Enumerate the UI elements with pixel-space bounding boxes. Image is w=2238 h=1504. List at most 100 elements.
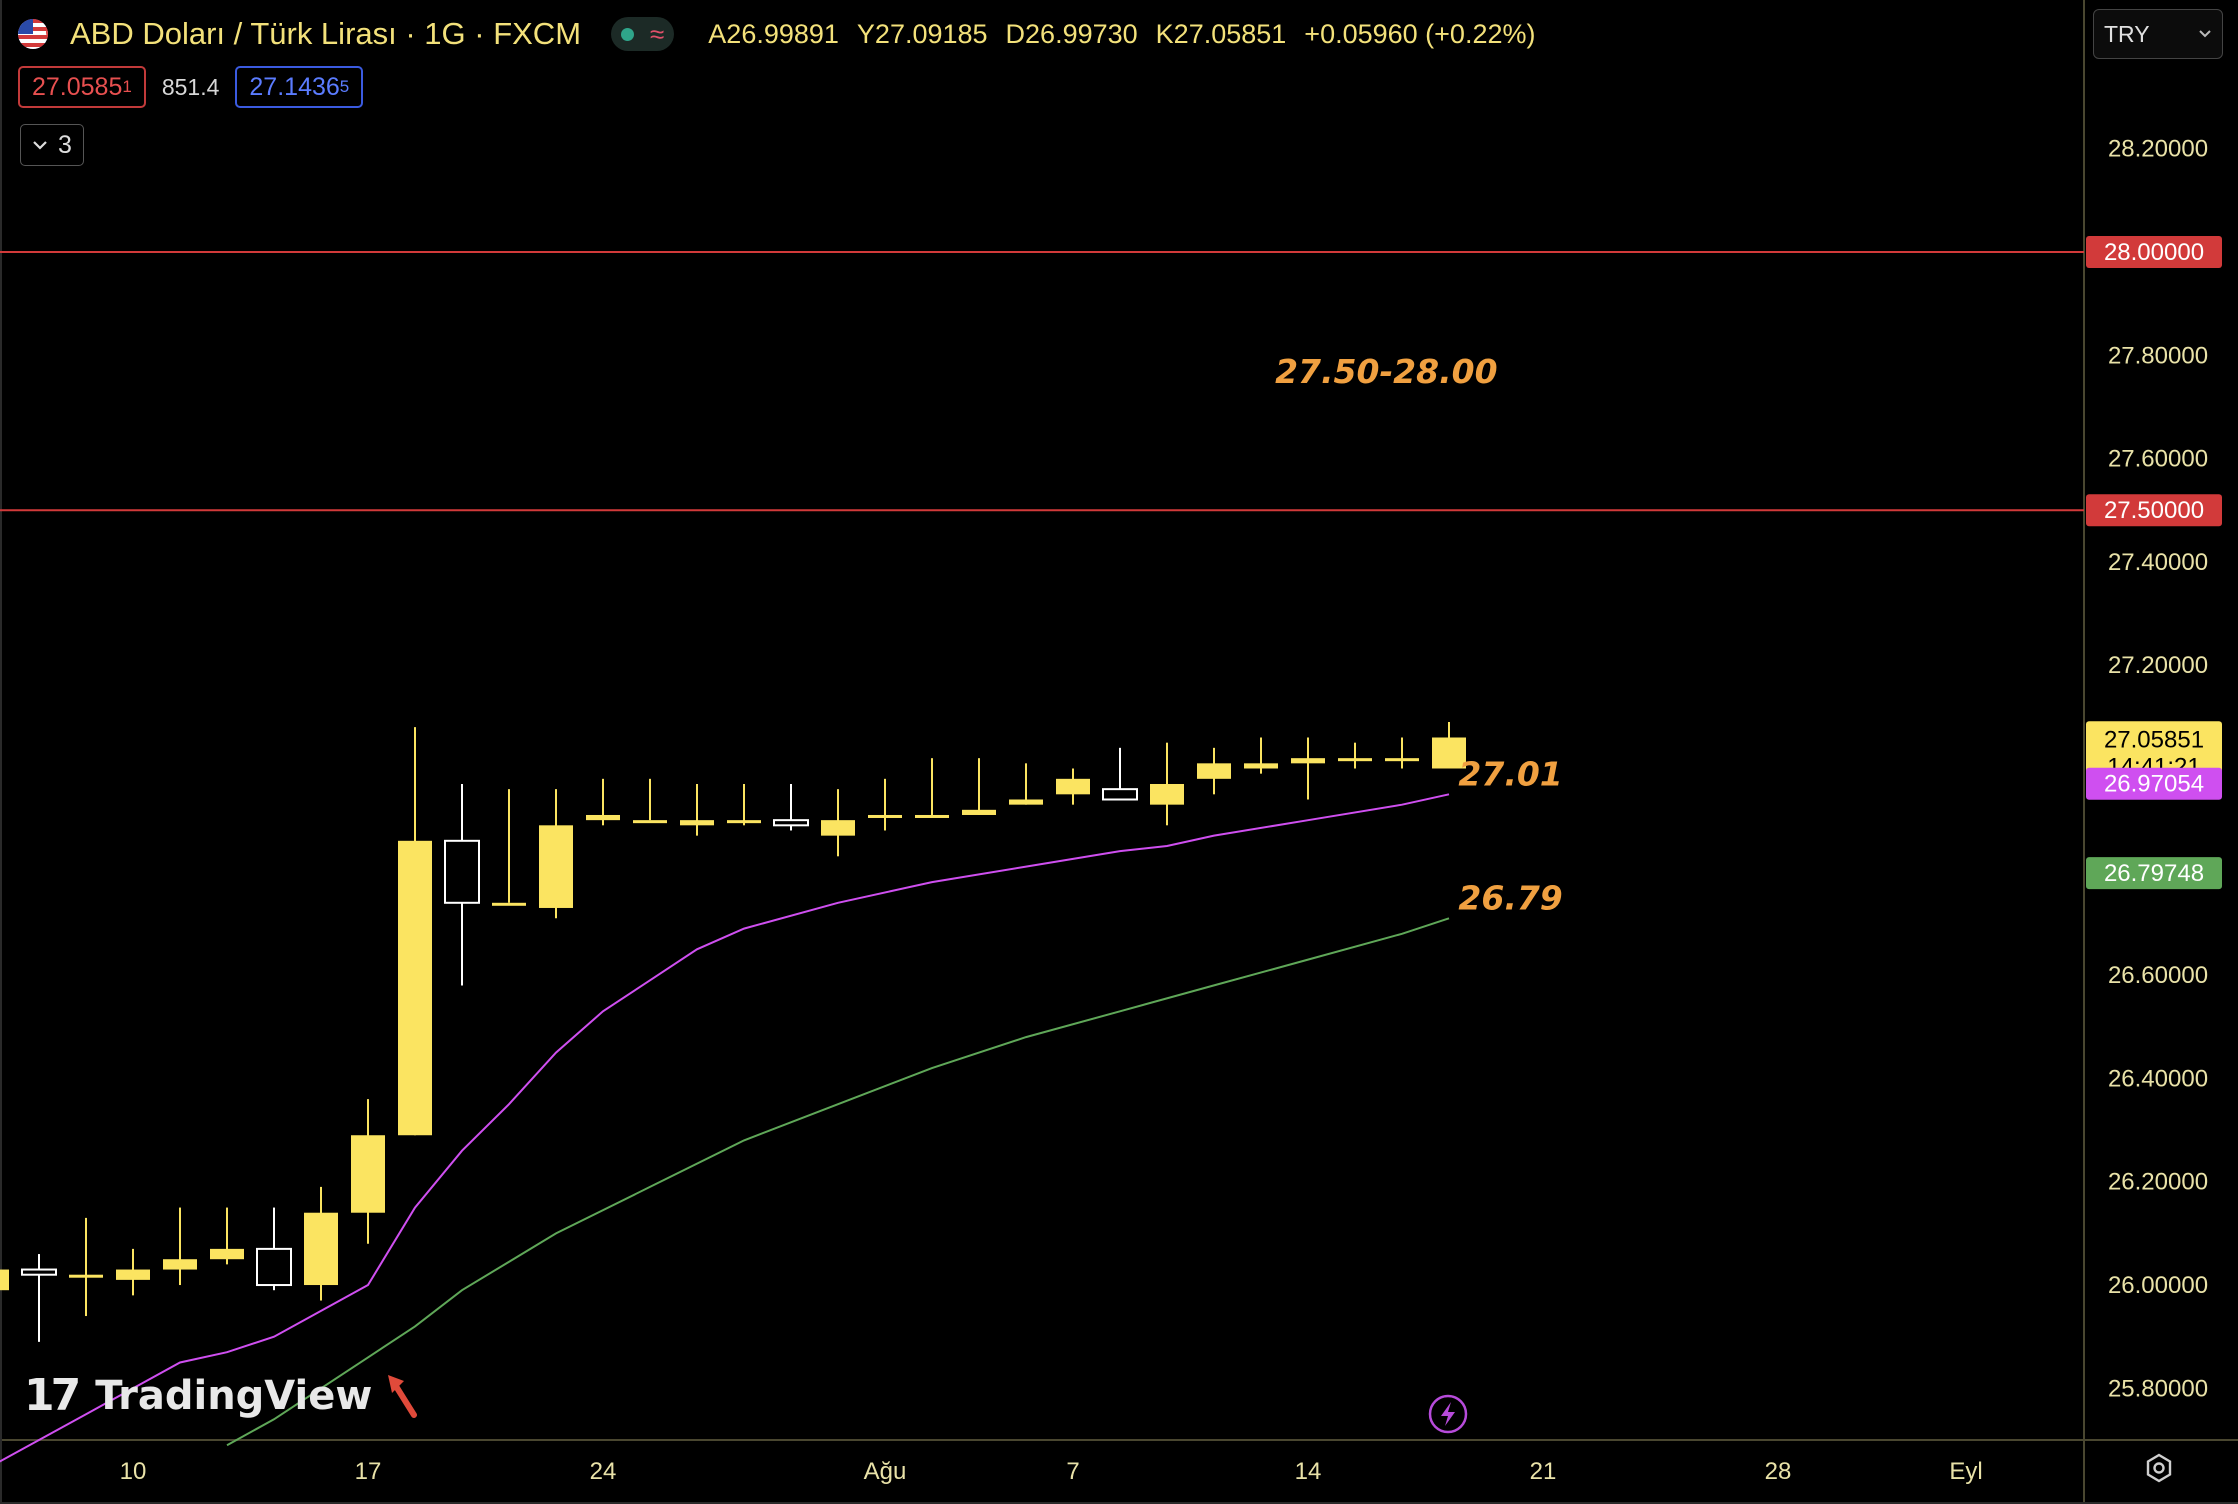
price-tick-label: 25.80000 [2108,1375,2208,1402]
buy-price: 27.1436 [249,72,340,101]
time-tick-label: Eyl [1949,1458,1982,1485]
time-tick-label: 17 [355,1458,382,1485]
delayed-data-icon: ≈ [650,19,665,49]
ma-price-tag [2086,857,2222,890]
ma-price-tag-label: 26.97054 [2104,771,2204,798]
buy-price-button[interactable]: 27.1436 5 [235,66,364,108]
symbol-title[interactable]: ABD Doları / Türk Lirası · 1G · FXCM [70,16,582,51]
currency-value: TRY [2104,20,2150,47]
candle-body[interactable] [915,814,949,818]
candle-body[interactable] [1432,737,1466,769]
candle-body[interactable] [163,1259,197,1270]
currency-select[interactable]: TRY [2093,9,2223,59]
candle-body[interactable] [0,1269,9,1291]
tradingview-logo-text: TradingView [95,1372,373,1419]
tradingview-mark-icon: 17 [24,1370,81,1421]
moving-average-line-1[interactable] [226,917,1450,1447]
market-status[interactable]: ≈ [611,17,675,51]
time-tick-label: 14 [1295,1458,1322,1485]
candle-body[interactable] [1197,763,1231,779]
sell-price-button[interactable]: 27.0585 1 [18,66,146,108]
candle-body[interactable] [1056,778,1090,795]
price-tick-label: 27.40000 [2108,549,2208,576]
candle-body[interactable] [256,1247,292,1287]
time-tick-label: 21 [1530,1458,1557,1485]
candle-body[interactable] [1291,758,1325,764]
ma-price-tag-label: 26.79748 [2104,860,2204,887]
candle-body[interactable] [398,840,432,1136]
indicators-collapse-button[interactable]: 3 [20,124,84,166]
last-price-tag-label: 27.05851 [2104,726,2204,753]
candle-body[interactable] [821,820,855,836]
lightning-icon[interactable] [1428,1394,1468,1434]
price-tick-label: 26.40000 [2108,1065,2208,1092]
candle-body[interactable] [586,814,620,821]
settings-gear-icon[interactable] [2143,1452,2175,1484]
sell-price: 27.0585 [32,72,123,101]
moving-average-line-0[interactable] [0,793,1450,1466]
candle-body[interactable] [727,820,761,824]
hline-price-tag [2086,235,2222,268]
candle-body[interactable] [351,1135,385,1213]
candle-body[interactable] [444,839,480,904]
candle-body[interactable] [539,825,573,908]
symbol-header: ABD Doları / Türk Lirası · 1G · FXCM ≈ A… [18,12,1535,56]
candle-body[interactable] [773,819,809,827]
ohlc-low: D26.99730 [1005,18,1138,49]
candle-body[interactable] [304,1212,338,1286]
candle-body[interactable] [69,1274,103,1278]
sell-price-pip: 1 [122,77,132,96]
ohlc-high: Y27.09185 [856,18,988,49]
trade-buttons: 27.0585 1 851.4 27.1436 5 [18,66,364,108]
time-tick-label: Ağu [864,1458,907,1485]
candle-body[interactable] [210,1248,244,1260]
price-tick-label: 28.20000 [2108,136,2208,163]
time-tick-label: 7 [1066,1458,1079,1485]
ohlc-open: A26.99891 [708,18,839,49]
candle-body[interactable] [633,820,667,824]
candle-body[interactable] [1102,788,1138,801]
chevron-down-icon [33,141,47,150]
hline-price-tag [2086,494,2222,527]
price-tick-label: 27.20000 [2108,652,2208,679]
candle-body[interactable] [1150,783,1184,805]
indicator-count: 3 [58,130,72,159]
candle-body[interactable] [962,809,996,815]
candle-body[interactable] [1338,758,1372,762]
annotation-text-1[interactable]: 27.01 [1458,755,1562,794]
hline-price-tag-label: 27.50000 [2104,497,2204,524]
candle-body[interactable] [1009,799,1043,805]
hline-price-tag-label: 28.00000 [2104,239,2204,266]
candle-body[interactable] [21,1268,57,1276]
market-open-dot-icon [621,27,635,41]
ohlc-change: +0.05960 (+0.22%) [1304,18,1536,49]
candle-body[interactable] [492,902,526,906]
price-tick-label: 27.80000 [2108,342,2208,369]
candle-body[interactable] [1385,758,1419,762]
price-tick-label: 27.60000 [2108,446,2208,473]
candle-body[interactable] [868,814,902,818]
time-tick-label: 28 [1765,1458,1792,1485]
last-price-tag [2086,721,2222,782]
annotation-text-2[interactable]: 26.79 [1458,879,1562,918]
price-tick-label: 26.60000 [2108,962,2208,989]
buy-price-pip: 5 [339,77,350,96]
candle-body[interactable] [1244,763,1278,769]
price-tick-label: 26.20000 [2108,1169,2208,1196]
arrow-up-left-icon [388,1374,418,1418]
time-tick-label: 10 [120,1458,147,1485]
time-tick-label: 24 [590,1458,617,1485]
ohlc-close: K27.05851 [1155,18,1287,49]
tradingview-logo[interactable]: 17 TradingView [24,1370,422,1421]
candle-body[interactable] [680,820,714,826]
ohlc-values: A26.99891 Y27.09185 D26.99730 K27.05851 … [708,19,1535,50]
spread-value: 851.4 [161,73,220,100]
annotation-text-0[interactable]: 27.50-28.00 [1275,352,1497,391]
candle-body[interactable] [116,1269,150,1280]
chevron-down-icon [2199,30,2211,38]
ma-price-tag [2086,767,2222,800]
tr-flag-badge-icon [46,23,48,41]
us-flag-icon [18,19,48,49]
